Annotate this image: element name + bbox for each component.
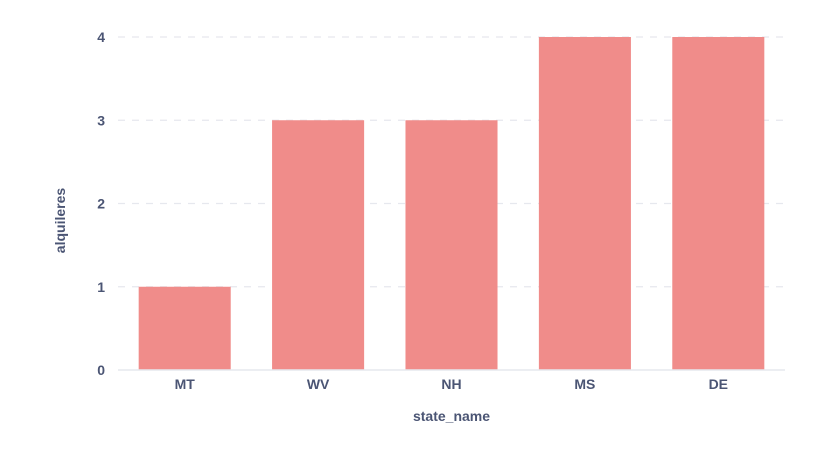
y-tick-label: 1 xyxy=(97,279,105,295)
x-axis-ticks: MT WV NH MS DE xyxy=(175,376,728,392)
x-tick-label: MT xyxy=(175,376,196,392)
bar-de[interactable] xyxy=(672,37,765,370)
x-tick-label: NH xyxy=(441,376,461,392)
bar-ms[interactable] xyxy=(538,37,631,370)
y-tick-label: 3 xyxy=(97,112,105,128)
y-axis-ticks: 0 1 2 3 4 xyxy=(97,29,105,378)
y-axis-title: alquileres xyxy=(52,188,68,254)
bar-wv[interactable] xyxy=(272,120,365,370)
y-tick-label: 2 xyxy=(97,196,105,212)
x-axis-title: state_name xyxy=(413,408,490,424)
x-tick-label: WV xyxy=(307,376,330,392)
bar-nh[interactable] xyxy=(405,120,498,370)
y-tick-label: 0 xyxy=(97,362,105,378)
bars xyxy=(138,37,765,370)
y-tick-label: 4 xyxy=(97,29,105,45)
x-tick-label: MS xyxy=(574,376,595,392)
bar-mt[interactable] xyxy=(138,286,231,370)
x-tick-label: DE xyxy=(709,376,728,392)
